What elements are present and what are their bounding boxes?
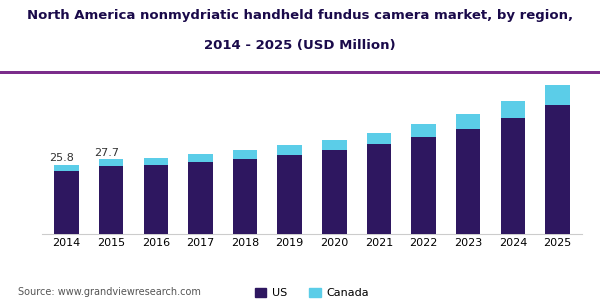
Bar <box>277 145 302 155</box>
Bar <box>188 154 213 162</box>
Bar <box>545 85 570 105</box>
Text: North America nonmydriatic handheld fundus camera market, by region,: North America nonmydriatic handheld fund… <box>27 9 573 22</box>
Bar <box>99 160 124 166</box>
Text: 25.8: 25.8 <box>50 153 74 163</box>
Bar <box>411 124 436 137</box>
Text: 27.7: 27.7 <box>94 148 119 158</box>
Bar <box>277 155 302 234</box>
Bar <box>322 150 347 234</box>
Bar <box>367 133 391 144</box>
Text: 2014 - 2025 (USD Million): 2014 - 2025 (USD Million) <box>204 39 396 52</box>
Bar <box>367 144 391 234</box>
Bar <box>456 114 481 129</box>
Bar <box>99 166 124 234</box>
Bar <box>500 101 525 118</box>
Bar <box>54 165 79 171</box>
Legend: US, Canada: US, Canada <box>251 283 373 300</box>
Bar <box>545 105 570 234</box>
Bar <box>143 158 168 165</box>
Bar <box>322 140 347 150</box>
Bar <box>500 118 525 234</box>
Bar <box>411 137 436 234</box>
Bar <box>54 171 79 234</box>
Text: Source: www.grandviewresearch.com: Source: www.grandviewresearch.com <box>18 287 201 297</box>
Bar <box>188 162 213 234</box>
Bar <box>456 129 481 234</box>
Bar <box>143 165 168 234</box>
Bar <box>233 150 257 159</box>
Bar <box>233 159 257 234</box>
